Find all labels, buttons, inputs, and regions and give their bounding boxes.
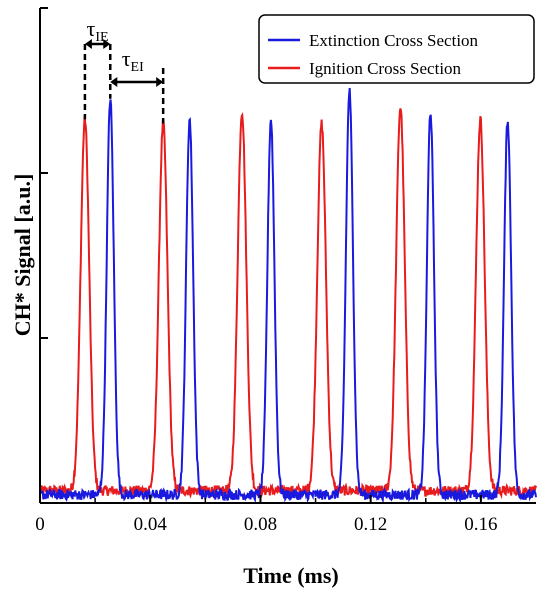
legend-label-ignition: Ignition Cross Section bbox=[309, 59, 462, 78]
legend: Extinction Cross Section Ignition Cross … bbox=[258, 14, 535, 84]
axes-layer: 0 0.04 0.08 0.12 0.16 bbox=[35, 7, 536, 535]
legend-label-extinction: Extinction Cross Section bbox=[309, 31, 479, 50]
legend-box bbox=[258, 14, 535, 84]
annotation-label: τIE bbox=[87, 16, 109, 45]
annotation-arrowhead-right bbox=[103, 39, 111, 49]
x-axis-title: Time (ms) bbox=[243, 563, 339, 588]
x-tick-label: 0.04 bbox=[134, 514, 168, 535]
annotation-arrowhead-left bbox=[110, 77, 118, 87]
series-line-extinction bbox=[39, 87, 537, 504]
annotation-label: τEI bbox=[122, 46, 144, 75]
series-layer bbox=[39, 87, 537, 504]
annotation-arrowhead-left bbox=[84, 39, 92, 49]
x-tick-label: 0.12 bbox=[354, 514, 387, 535]
x-tick-label: 0 bbox=[35, 514, 45, 535]
x-tick-label: 0.16 bbox=[464, 514, 497, 535]
annotation-layer: τIE τEI bbox=[83, 16, 165, 124]
annotation-arrowhead-right bbox=[156, 77, 164, 87]
y-axis-title: CH* Signal [a.u.] bbox=[10, 174, 35, 337]
x-tick-label: 0.08 bbox=[244, 514, 277, 535]
